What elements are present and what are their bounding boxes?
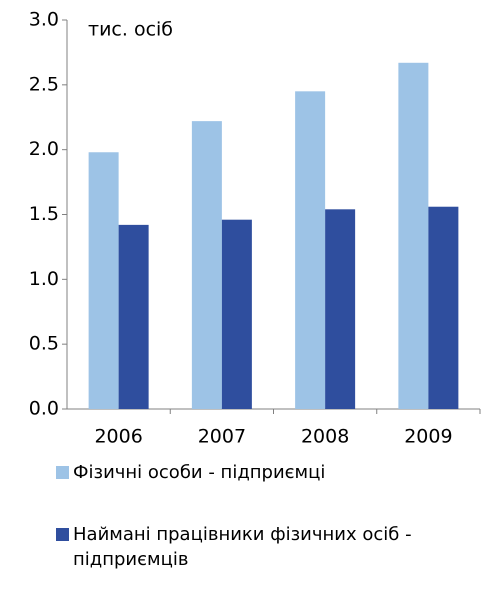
y-tick-label: 2.0: [29, 138, 59, 160]
bar: [191, 121, 222, 409]
legend: Фізичні особи - підприємці Наймані праців…: [56, 460, 486, 609]
legend-item: Наймані працівники фізичних осіб - підпр…: [56, 522, 486, 572]
y-tick-label: 2.5: [29, 73, 59, 95]
chart: тис. осіб 0.0 0.5 1.0 1.5 2.0 2.5 3.0 2006 2007 2…: [29, 9, 481, 448]
bar: [398, 62, 429, 409]
x-tick-label: 2006: [94, 426, 142, 448]
y-tick-label: 1.5: [29, 203, 59, 225]
unit-annotation: тис. осіб: [88, 19, 173, 41]
legend-item: Фізичні особи - підприємці: [56, 460, 486, 485]
bar: [118, 224, 149, 409]
legend-label: Фізичні особи - підприємці: [73, 462, 326, 483]
x-tick-label: 2008: [301, 426, 349, 448]
x-tick-label: 2009: [404, 426, 452, 448]
page: тис. осіб 0.0 0.5 1.0 1.5 2.0 2.5 3.0 2006 2007 2…: [28, 8, 481, 570]
bar: [325, 209, 356, 409]
legend-swatch: [56, 528, 69, 541]
legend-label: Наймані працівники фізичних осіб - підпр…: [73, 524, 412, 570]
y-tick-label: 0.5: [29, 333, 59, 355]
y-tick-label: 0.0: [29, 398, 59, 420]
y-tick-label: 1.0: [29, 268, 59, 290]
y-tick-label: 3.0: [29, 9, 59, 31]
bar: [428, 206, 459, 409]
bar: [221, 219, 252, 409]
legend-swatch: [56, 466, 69, 479]
bar: [295, 91, 326, 410]
bar: [88, 152, 119, 409]
x-tick-label: 2007: [198, 426, 246, 448]
